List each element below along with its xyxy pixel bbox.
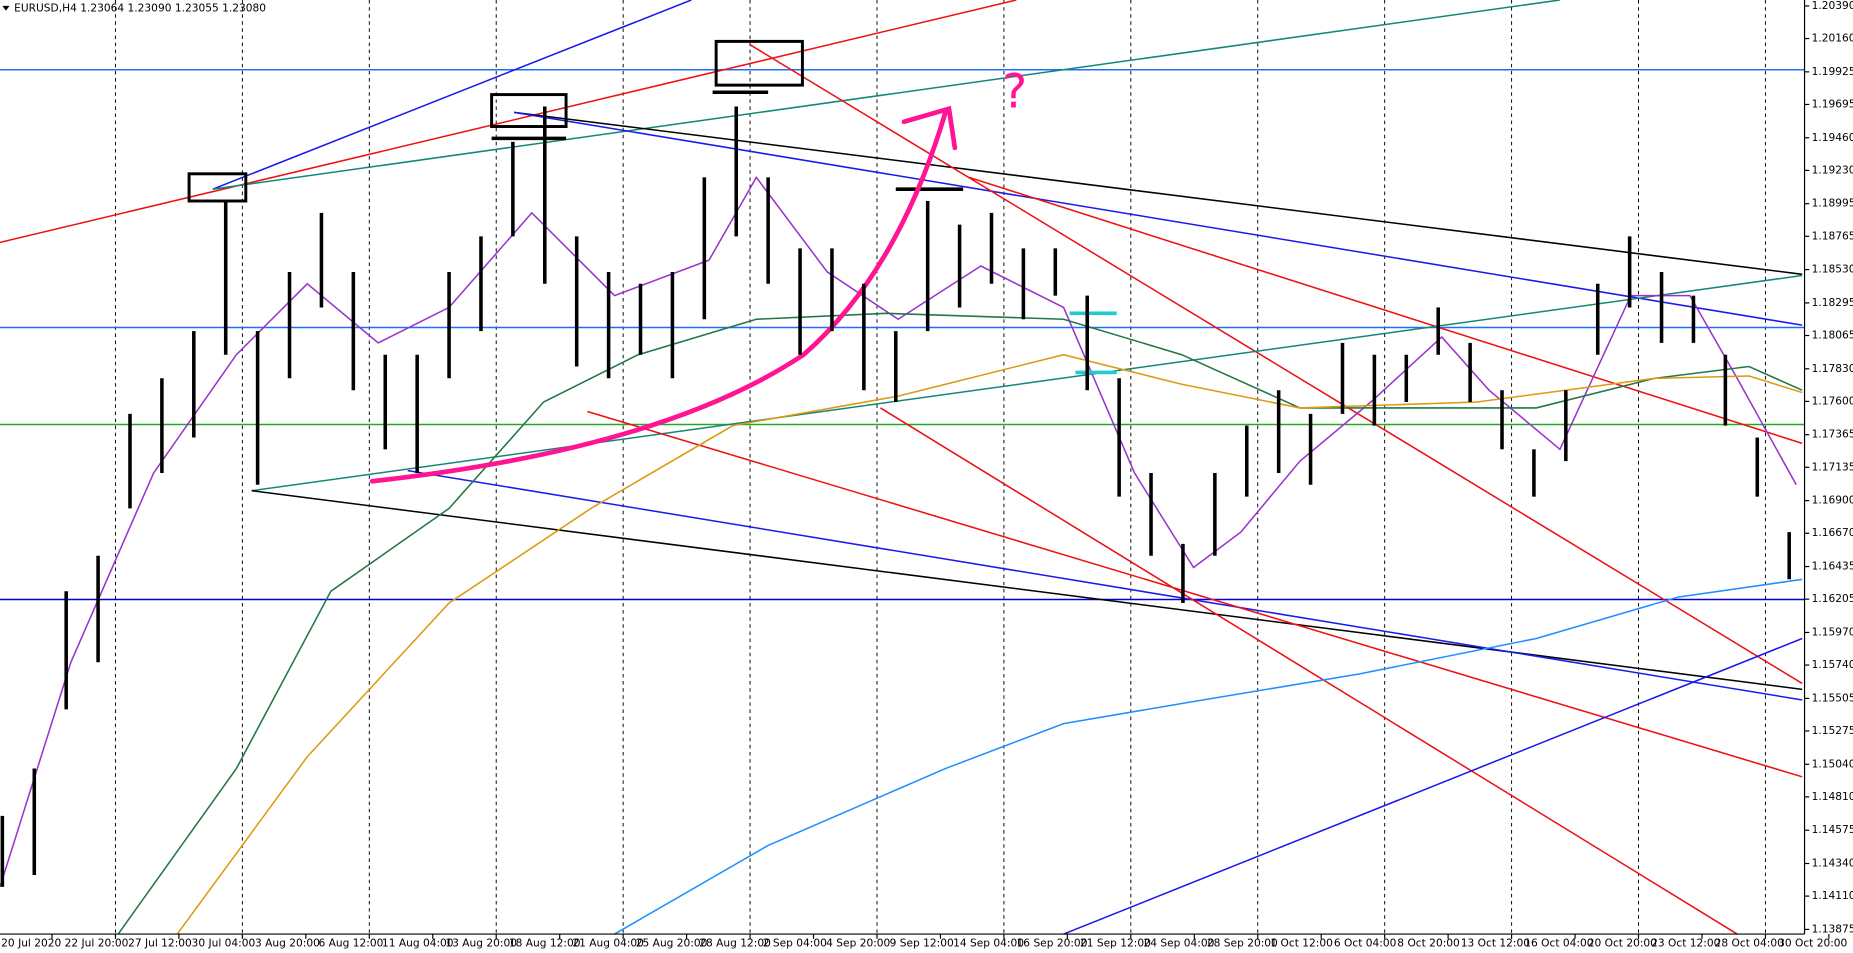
x-tick-label: 30 Oct 20:00	[1778, 937, 1847, 950]
x-tick-label: 22 Jul 20:00	[65, 937, 129, 950]
x-tick-label: 24 Sep 04:00	[1143, 937, 1214, 950]
x-tick-label: 20 Jul 2020	[1, 937, 61, 950]
trend-line	[513, 111, 1803, 326]
x-tick-label: 2 Sep 04:00	[763, 937, 827, 950]
y-tick-label: 1.18530	[1812, 263, 1853, 276]
x-tick-label: 27 Jul 12:00	[128, 937, 192, 950]
x-tick-label: 25 Aug 20:00	[636, 937, 708, 950]
y-tick-label: 1.14340	[1812, 856, 1853, 869]
x-tick-label: 6 Oct 04:00	[1334, 937, 1397, 950]
moving-average	[176, 353, 1803, 935]
x-tick-label: 28 Aug 12:00	[699, 937, 771, 950]
trend-line	[880, 407, 1738, 935]
x-tick-label: 20 Oct 20:00	[1588, 937, 1657, 950]
trend-line	[750, 44, 1803, 685]
x-tick-label: 16 Sep 20:00	[1017, 937, 1088, 950]
x-tick-label: 18 Aug 12:00	[509, 937, 581, 950]
x-tick-label: 13 Aug 20:00	[445, 937, 517, 950]
x-tick-label: 23 Oct 12:00	[1651, 937, 1720, 950]
x-tick-label: 16 Oct 04:00	[1524, 937, 1593, 950]
y-tick-label: 1.19695	[1812, 97, 1853, 110]
y-tick-label: 1.17830	[1812, 362, 1853, 375]
y-tick-label: 1.16900	[1812, 494, 1853, 507]
x-tick-label: 21 Sep 12:00	[1080, 937, 1151, 950]
moving-average	[614, 578, 1803, 935]
x-tick-label: 1 Oct 12:00	[1270, 937, 1333, 950]
trend-line	[0, 0, 1017, 244]
y-tick-label: 1.20160	[1812, 32, 1853, 45]
y-tick-label: 1.19230	[1812, 163, 1853, 176]
trend-line	[251, 274, 1803, 492]
x-tick-label: 11 Aug 04:00	[382, 937, 454, 950]
trend-line	[513, 111, 1803, 276]
y-tick-label: 1.18295	[1812, 296, 1853, 309]
moving-average	[117, 312, 1803, 935]
x-tick-label: 6 Aug 12:00	[318, 937, 383, 950]
trend-line	[212, 0, 692, 190]
y-tick-label: 1.15505	[1812, 691, 1853, 704]
price-bars	[0, 106, 1791, 887]
trend-line	[968, 176, 1803, 445]
x-tick-label: 3 Aug 20:00	[255, 937, 320, 950]
y-tick-label: 1.14810	[1812, 790, 1853, 803]
y-tick-label: 1.20390	[1812, 0, 1853, 12]
x-tick-label: 28 Oct 04:00	[1715, 937, 1784, 950]
x-tick-label: 30 Jul 04:00	[192, 937, 256, 950]
highlight-box	[490, 93, 568, 128]
y-tick-label: 1.18995	[1812, 197, 1853, 210]
y-tick-label: 1.13875	[1812, 922, 1853, 935]
y-tick-label: 1.15275	[1812, 724, 1853, 737]
trend-line	[251, 489, 1803, 691]
x-tick-label: 8 Oct 20:00	[1397, 937, 1460, 950]
y-tick-label: 1.15740	[1812, 658, 1853, 671]
x-tick-label: 21 Aug 04:00	[572, 937, 644, 950]
highlight-box	[187, 172, 248, 203]
y-tick-label: 1.16435	[1812, 560, 1853, 573]
x-tick-label: 13 Oct 12:00	[1461, 937, 1530, 950]
y-tick-label: 1.18765	[1812, 229, 1853, 242]
drawings	[0, 0, 1805, 935]
trend-line	[587, 410, 1803, 778]
trend-line	[407, 469, 1803, 701]
y-tick-label: 1.17135	[1812, 460, 1853, 473]
y-tick-label: 1.14575	[1812, 823, 1853, 836]
y-tick-label: 1.17365	[1812, 428, 1853, 441]
highlight-box	[714, 39, 804, 87]
annotation: ?	[1002, 65, 1027, 120]
y-tick-label: 1.16205	[1812, 592, 1853, 605]
y-tick-label: 1.18065	[1812, 329, 1853, 342]
x-tick-label: 4 Sep 20:00	[826, 937, 890, 950]
x-tick-label: 28 Sep 20:00	[1207, 937, 1278, 950]
trend-line	[212, 0, 1561, 190]
y-tick-label: 1.17600	[1812, 394, 1853, 407]
moving-average	[0, 175, 1797, 888]
menu-arrow	[2, 5, 10, 11]
y-tick-label: 1.15970	[1812, 625, 1853, 638]
chart-title: EURUSD,H4 1.23064 1.23090 1.23055 1.2308…	[14, 1, 266, 14]
x-tick-label: 14 Sep 04:00	[953, 937, 1024, 950]
y-tick-label: 1.15040	[1812, 757, 1853, 770]
y-tick-label: 1.16670	[1812, 526, 1853, 539]
trend-line	[1063, 637, 1803, 935]
y-tick-label: 1.19925	[1812, 65, 1853, 78]
y-tick-label: 1.19460	[1812, 131, 1853, 144]
arrow	[369, 105, 958, 484]
y-tick-label: 1.14110	[1812, 889, 1853, 902]
x-tick-label: 9 Sep 12:00	[890, 937, 954, 950]
